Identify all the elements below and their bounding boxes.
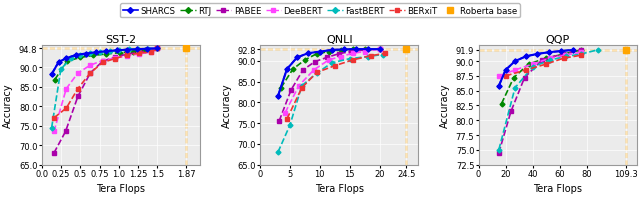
Title: QNLI: QNLI — [326, 35, 353, 44]
Title: QQP: QQP — [545, 35, 570, 44]
Title: SST-2: SST-2 — [105, 35, 136, 44]
Legend: SHARCS, RTJ, PABEE, DeeBERT, FastBERT, BERxiT, Roberta base: SHARCS, RTJ, PABEE, DeeBERT, FastBERT, B… — [120, 4, 520, 18]
Y-axis label: Accuracy: Accuracy — [222, 83, 232, 127]
X-axis label: Tera Flops: Tera Flops — [315, 183, 364, 193]
X-axis label: Tera Flops: Tera Flops — [96, 183, 145, 193]
Y-axis label: Accuracy: Accuracy — [3, 83, 13, 127]
Y-axis label: Accuracy: Accuracy — [440, 83, 450, 127]
X-axis label: Tera Flops: Tera Flops — [533, 183, 582, 193]
